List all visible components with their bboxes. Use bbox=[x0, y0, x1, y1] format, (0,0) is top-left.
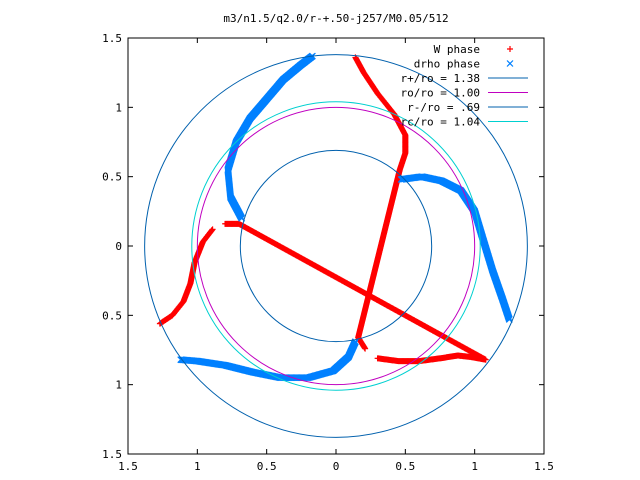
legend-label: drho phase bbox=[414, 58, 480, 71]
circle-rc-ring bbox=[191, 101, 481, 391]
y-tick-label: 0.5 bbox=[102, 309, 122, 322]
y-tick-label: 1.5 bbox=[102, 32, 122, 45]
legend-label: r-/ro = .69 bbox=[407, 101, 480, 114]
legend-label: r+/ro = 1.38 bbox=[401, 72, 480, 85]
y-tick-label: 1 bbox=[115, 101, 122, 114]
y-tick-label: 0 bbox=[115, 240, 122, 253]
circle-ro-ring bbox=[196, 106, 476, 386]
x-tick-label: 1.5 bbox=[118, 460, 138, 473]
legend-label: rc/ro = 1.04 bbox=[401, 116, 481, 129]
x-tick-label: 1 bbox=[471, 460, 478, 473]
legend-marker-sample bbox=[506, 60, 514, 67]
axis-ticks: 1.5 1 0.5 0 0.5 1 1.51.510.500.511.5 bbox=[102, 32, 554, 473]
y-tick-label: 1.5 bbox=[102, 448, 122, 461]
x-tick-label: 1.5 bbox=[534, 460, 554, 473]
legend-label: ro/ro = 1.00 bbox=[401, 87, 480, 100]
y-tick-label: 1 bbox=[115, 379, 122, 392]
circle-r+-ring bbox=[144, 54, 528, 438]
legend-marker-sample bbox=[507, 46, 513, 52]
chart-title: m3/n1.5/q2.0/r-+.50-j257/M0.05/512 bbox=[223, 12, 448, 25]
x-tick-label: 1 bbox=[194, 460, 201, 473]
data-point bbox=[177, 356, 185, 364]
plot-area bbox=[144, 52, 528, 438]
data-point bbox=[362, 345, 369, 352]
data-point bbox=[222, 220, 229, 227]
legend-label: W phase bbox=[434, 43, 480, 56]
y-tick-label: 0.5 bbox=[102, 171, 122, 184]
circle-r--ring bbox=[239, 149, 433, 343]
w-phase-series bbox=[156, 54, 489, 365]
x-tick-label: 0.5 bbox=[395, 460, 415, 473]
x-tick-label: 0 bbox=[333, 460, 340, 473]
x-tick-label: 0.5 bbox=[257, 460, 277, 473]
drho-phase-series bbox=[177, 52, 513, 382]
